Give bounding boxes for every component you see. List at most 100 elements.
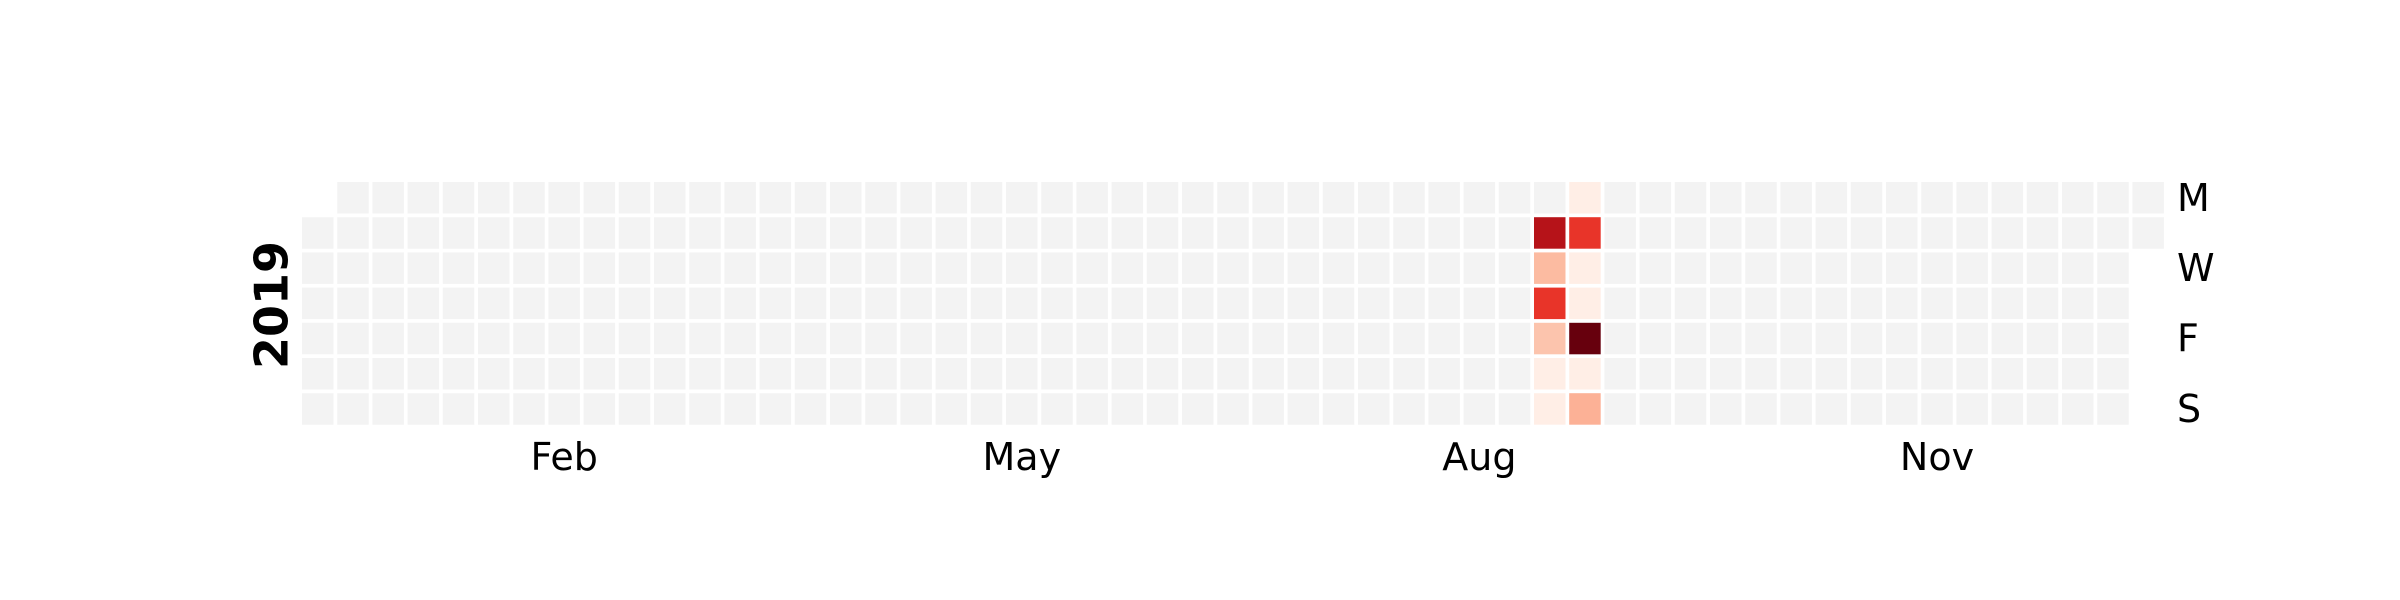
heatmap-cell-empty — [548, 322, 580, 355]
heatmap-cell-empty — [1428, 287, 1460, 320]
heatmap-cell-empty — [583, 393, 616, 425]
heatmap-cell-empty — [1182, 287, 1214, 320]
heatmap-cell-empty — [830, 182, 862, 214]
heatmap-cell-empty — [1006, 287, 1038, 320]
heatmap-cell-empty — [900, 322, 932, 355]
heatmap-cell-empty — [1604, 322, 1636, 355]
heatmap-cell-empty — [1674, 322, 1707, 355]
heatmap-cell-empty — [2026, 287, 2059, 320]
heatmap-cell-empty — [1780, 252, 1812, 284]
heatmap-cell-empty — [1991, 287, 2024, 320]
heatmap-cell-empty — [2097, 393, 2129, 425]
heatmap-cell-empty — [372, 358, 404, 390]
heatmap-cell-empty — [1850, 393, 1883, 425]
heatmap-cell-empty — [759, 358, 792, 390]
heatmap-cell-empty — [1498, 358, 1531, 390]
heatmap-cell-empty — [2026, 358, 2059, 390]
heatmap-cell-empty — [1674, 358, 1707, 390]
y-tick-label: W — [2177, 246, 2215, 290]
heatmap-cell-empty — [1287, 322, 1320, 355]
heatmap-cell-empty — [654, 358, 686, 390]
heatmap-cell-empty — [1322, 287, 1355, 320]
heatmap-cell-empty — [1252, 182, 1284, 214]
heatmap-cell-empty — [1886, 287, 1918, 320]
heatmap-cell-empty — [442, 252, 475, 284]
heatmap-cell-empty — [407, 393, 440, 425]
heatmap-cell-empty — [478, 322, 510, 355]
heatmap-cell-empty — [1393, 252, 1425, 284]
heatmap-cell-empty — [618, 252, 651, 284]
heatmap-cell-empty — [1604, 393, 1636, 425]
heatmap-cell-empty — [1182, 358, 1214, 390]
heatmap-cell-empty — [794, 252, 827, 284]
heatmap-cell-empty — [1322, 322, 1355, 355]
heatmap-cell-empty — [724, 217, 756, 249]
heatmap-cell-empty — [407, 358, 440, 390]
heatmap-cell-empty — [900, 252, 932, 284]
heatmap-cell-empty — [548, 358, 580, 390]
heatmap-cell-empty — [900, 182, 932, 214]
heatmap-cell-empty — [1358, 358, 1390, 390]
heatmap-cell-empty — [1674, 287, 1707, 320]
heatmap-cell-empty — [1041, 322, 1073, 355]
heatmap-cell-empty — [1780, 322, 1812, 355]
heatmap-cell-valued — [1569, 287, 1601, 320]
heatmap-cell-empty — [513, 182, 545, 214]
heatmap-cell-empty — [583, 287, 616, 320]
heatmap-cell-valued — [1569, 358, 1601, 390]
heatmap-cell-empty — [1463, 182, 1496, 214]
heatmap-cell-empty — [478, 182, 510, 214]
heatmap-cell-empty — [442, 358, 475, 390]
heatmap-cell-empty — [865, 182, 897, 214]
heatmap-cell-empty — [1182, 217, 1214, 249]
heatmap-cell-empty — [1217, 182, 1249, 214]
heatmap-cell-empty — [724, 393, 756, 425]
heatmap-cell-empty — [1498, 217, 1531, 249]
heatmap-cell-empty — [1710, 393, 1742, 425]
heatmap-cell-empty — [337, 252, 369, 284]
heatmap-cell-empty — [1006, 182, 1038, 214]
heatmap-cell-empty — [1886, 252, 1918, 284]
heatmap-cell-empty — [1217, 393, 1249, 425]
heatmap-cell-empty — [618, 182, 651, 214]
heatmap-cell-empty — [1287, 252, 1320, 284]
heatmap-cell-empty — [1780, 287, 1812, 320]
heatmap-cell-empty — [794, 322, 827, 355]
heatmap-cell-empty — [1322, 182, 1355, 214]
heatmap-cell-empty — [1710, 358, 1742, 390]
heatmap-cell-empty — [1111, 217, 1144, 249]
heatmap-cell-empty — [1252, 322, 1284, 355]
heatmap-cell-empty — [1146, 252, 1179, 284]
heatmap-cell-empty — [794, 182, 827, 214]
heatmap-cell-empty — [1076, 358, 1108, 390]
x-tick-label: Feb — [531, 435, 598, 479]
heatmap-cell-empty — [2062, 182, 2094, 214]
heatmap-cell-valued — [1534, 252, 1566, 284]
heatmap-cell-empty — [1921, 287, 1953, 320]
heatmap-cell-empty — [1076, 182, 1108, 214]
heatmap-cell-empty — [1921, 358, 1953, 390]
heatmap-cell-empty — [724, 182, 756, 214]
heatmap-cell-empty — [1886, 358, 1918, 390]
heatmap-cell-empty — [1674, 217, 1707, 249]
heatmap-cell-empty — [1710, 252, 1742, 284]
heatmap-cell-empty — [548, 287, 580, 320]
heatmap-cell-empty — [302, 252, 334, 284]
heatmap-cell-empty — [2026, 322, 2059, 355]
heatmap-cell-empty — [865, 358, 897, 390]
heatmap-cell-empty — [1041, 252, 1073, 284]
heatmap-cell-empty — [900, 287, 932, 320]
heatmap-cell-empty — [759, 287, 792, 320]
heatmap-cell-empty — [1639, 217, 1672, 249]
heatmap-cell-empty — [935, 287, 968, 320]
heatmap-cell-empty — [1182, 322, 1214, 355]
heatmap-cell-empty — [1393, 182, 1425, 214]
heatmap-cell-empty — [1815, 393, 1848, 425]
heatmap-cell-valued — [1569, 182, 1601, 214]
heatmap-cell-empty — [865, 393, 897, 425]
heatmap-cell-empty — [1217, 287, 1249, 320]
heatmap-cell-empty — [830, 358, 862, 390]
heatmap-cell-empty — [1252, 358, 1284, 390]
heatmap-cell-empty — [1639, 182, 1672, 214]
